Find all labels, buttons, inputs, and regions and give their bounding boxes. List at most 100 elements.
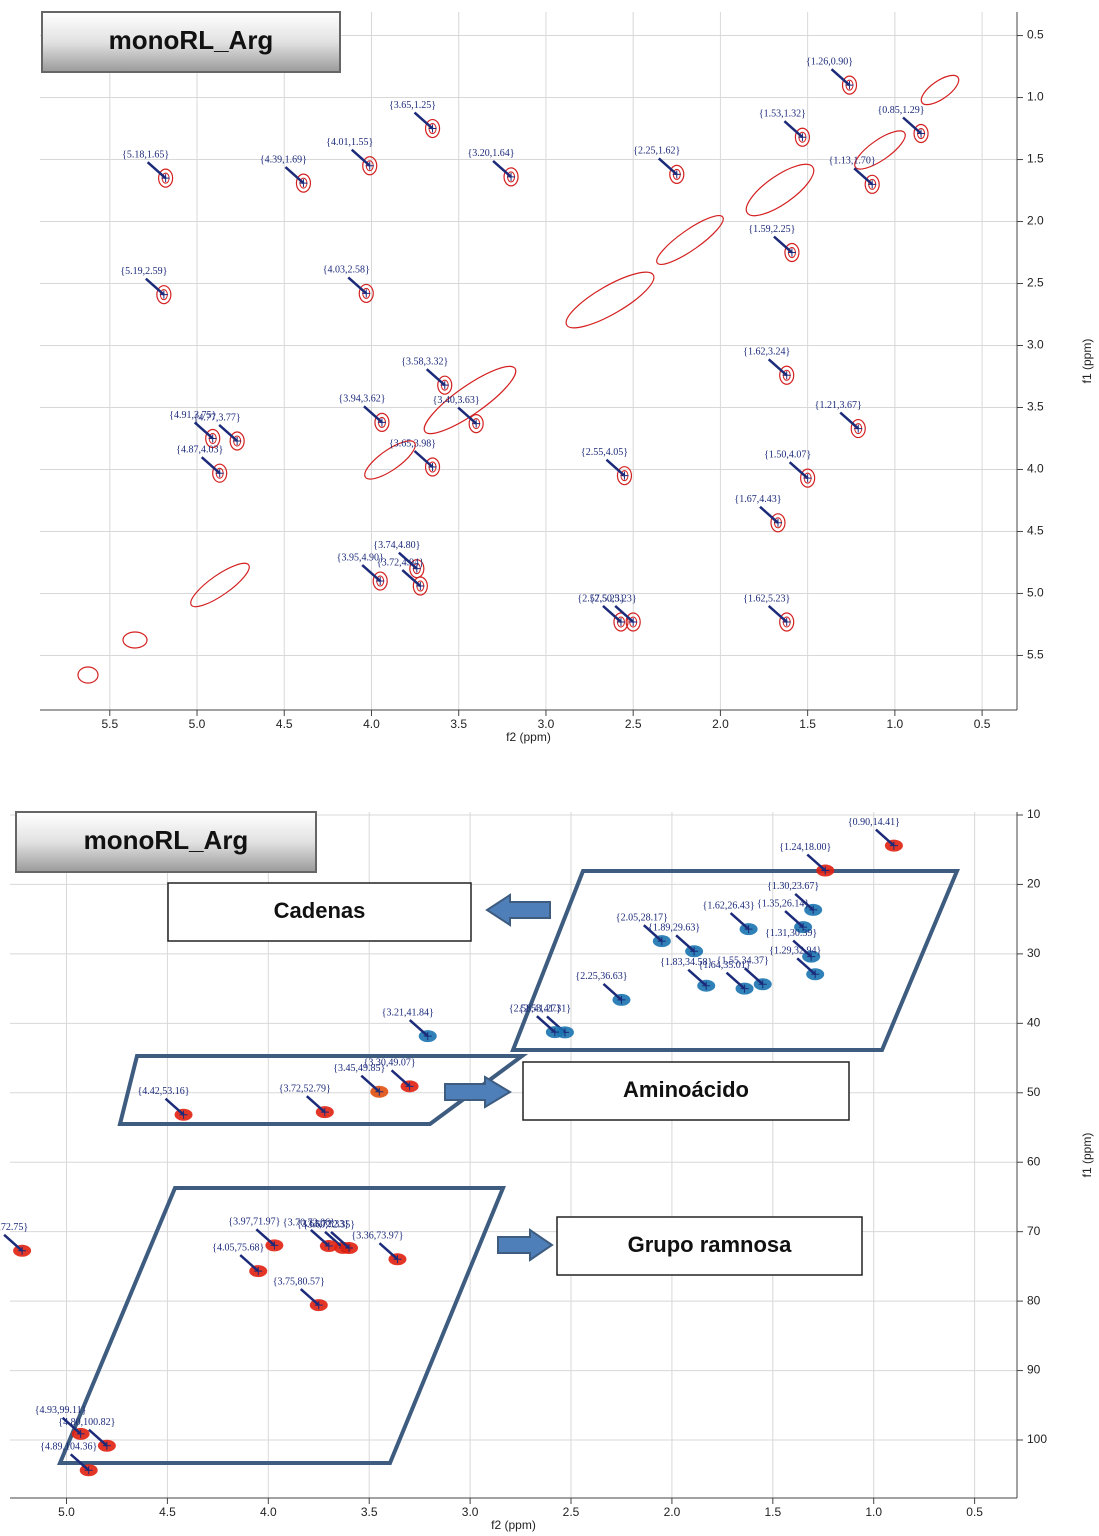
- leader-line: [330, 1231, 350, 1249]
- x-tick-label: 2.5: [563, 1505, 580, 1519]
- peak-cross: [365, 161, 374, 170]
- leader-line: [361, 564, 382, 582]
- peak-label: {1.83,34.58}: [660, 957, 712, 968]
- leader-line: [145, 277, 165, 296]
- leader-line: [164, 1097, 185, 1116]
- peak-label: {4.80,100.82}: [58, 1417, 115, 1428]
- diagonal-contours: [77, 74, 960, 684]
- peak-contour: [156, 285, 172, 305]
- leader-line: [902, 116, 922, 135]
- peak-cross: [270, 1241, 279, 1250]
- leader-line: [398, 551, 418, 570]
- y-tick-label: 2.0: [1027, 214, 1044, 228]
- peak-label: {2.50,5.23}: [590, 593, 637, 604]
- peak-contour: [372, 571, 388, 591]
- peak-label: {4.03,2.58}: [323, 265, 370, 276]
- peak-contour: [794, 127, 811, 147]
- leader-line: [759, 505, 779, 524]
- peak-label: {0.85,1.29}: [877, 105, 924, 116]
- title-box: [41, 11, 341, 73]
- annotation: Aminoácido: [623, 1077, 749, 1102]
- x-axis-label: f2 (ppm): [506, 730, 551, 744]
- x-tick-label: 0.5: [966, 1505, 983, 1519]
- peak-cross: [416, 582, 425, 591]
- leader-line: [413, 450, 434, 468]
- x-tick-label: 1.0: [887, 717, 904, 731]
- peak-cross: [657, 937, 666, 946]
- peak-contour: [503, 167, 519, 187]
- peak-contour: [374, 412, 390, 432]
- x-tick-label: 1.5: [799, 717, 816, 731]
- peak-cross: [320, 1108, 329, 1117]
- x-tick-label: 2.5: [625, 717, 642, 731]
- leader-line: [401, 569, 422, 587]
- peak-label: {3.63,72.33}: [297, 1219, 349, 1230]
- y-tick-label: 100: [1027, 1432, 1047, 1446]
- peak-cross: [889, 841, 898, 850]
- peak-cross: [782, 371, 791, 380]
- peak-cross: [799, 923, 808, 932]
- leader-line: [390, 1069, 411, 1088]
- annotation-box: [167, 882, 472, 942]
- peak-label: {3.58,3.32}: [401, 356, 448, 367]
- peak-label: {0.90,14.41}: [848, 817, 900, 828]
- peak-cross: [782, 617, 791, 626]
- x-tick-label: 4.5: [276, 717, 293, 731]
- leader-line: [218, 424, 238, 442]
- peak-label: {3.97,71.97}: [228, 1217, 280, 1228]
- y-tick-label: 5.5: [1027, 648, 1044, 662]
- peak-label: {1.35,26.14}: [757, 898, 809, 909]
- y-tick-label: 70: [1027, 1224, 1041, 1238]
- peak-cross: [159, 290, 168, 299]
- x-tick-label: 3.0: [538, 717, 555, 731]
- leader-line: [657, 157, 678, 176]
- cosy-chart: 5.5 5.0 4.5 4.0 3.5 3.0 2.5 2.0 1.5 1.0 0.5 0.5 1.0 1…: [40, 11, 1094, 744]
- peak-cross: [393, 1255, 402, 1264]
- peak-cross: [787, 248, 796, 257]
- peak-label: {5.22,72.75}: [0, 1222, 28, 1233]
- y-tick-label: 10: [1027, 807, 1041, 821]
- peak-label: {3.36,73.97}: [351, 1231, 403, 1242]
- leader-line: [324, 1230, 344, 1249]
- peak-contour: [779, 365, 795, 385]
- leader-line: [773, 235, 793, 254]
- arrow: [444, 1075, 512, 1109]
- annotation-box: [556, 1216, 863, 1276]
- peak-label: {2.57,5.23}: [577, 593, 624, 604]
- leader-line: [536, 1015, 556, 1034]
- x-tick-label: 2.0: [664, 1505, 681, 1519]
- x-axis-label: f2 (ppm): [491, 1518, 536, 1532]
- peak-cross: [405, 1082, 414, 1091]
- peak-cross: [629, 617, 638, 626]
- leader-line: [200, 456, 221, 475]
- peak-cross: [102, 1441, 111, 1450]
- leader-line: [284, 166, 305, 185]
- y-tick-label: 60: [1027, 1154, 1041, 1168]
- peak-contour: [424, 118, 441, 139]
- annotation-box: [522, 1061, 850, 1121]
- peak-label: {3.45,49.85}: [333, 1063, 385, 1074]
- leader-line: [88, 1428, 108, 1447]
- peak-cross: [773, 518, 782, 527]
- peak-cross: [18, 1246, 27, 1255]
- peak-contour: [295, 173, 312, 193]
- x-tick-label: 2.0: [712, 717, 729, 731]
- peak-cross: [744, 925, 753, 934]
- peak-label: {2.58,41.27}: [509, 1003, 561, 1014]
- peak-cross: [254, 1267, 263, 1276]
- peak-label: {3.40,3.63}: [433, 395, 480, 406]
- leader-line: [687, 968, 708, 987]
- peak-label: {4.42,53.16}: [137, 1086, 189, 1097]
- leader-line: [783, 120, 804, 139]
- peak-label: {1.89,29.63}: [648, 923, 700, 934]
- peak-contour: [358, 283, 374, 304]
- peak-cross: [821, 866, 830, 875]
- peak-label: {3.30,49.07}: [364, 1058, 416, 1069]
- peak-label: {2.25,1.62}: [633, 146, 680, 157]
- peak-cross: [84, 1466, 93, 1475]
- leader-line: [378, 1242, 399, 1261]
- peak-cross: [314, 1301, 323, 1310]
- peak-label: {1.62,5.23}: [743, 593, 790, 604]
- peak-cross: [345, 1243, 354, 1252]
- x-tick-label: 4.0: [260, 1505, 277, 1519]
